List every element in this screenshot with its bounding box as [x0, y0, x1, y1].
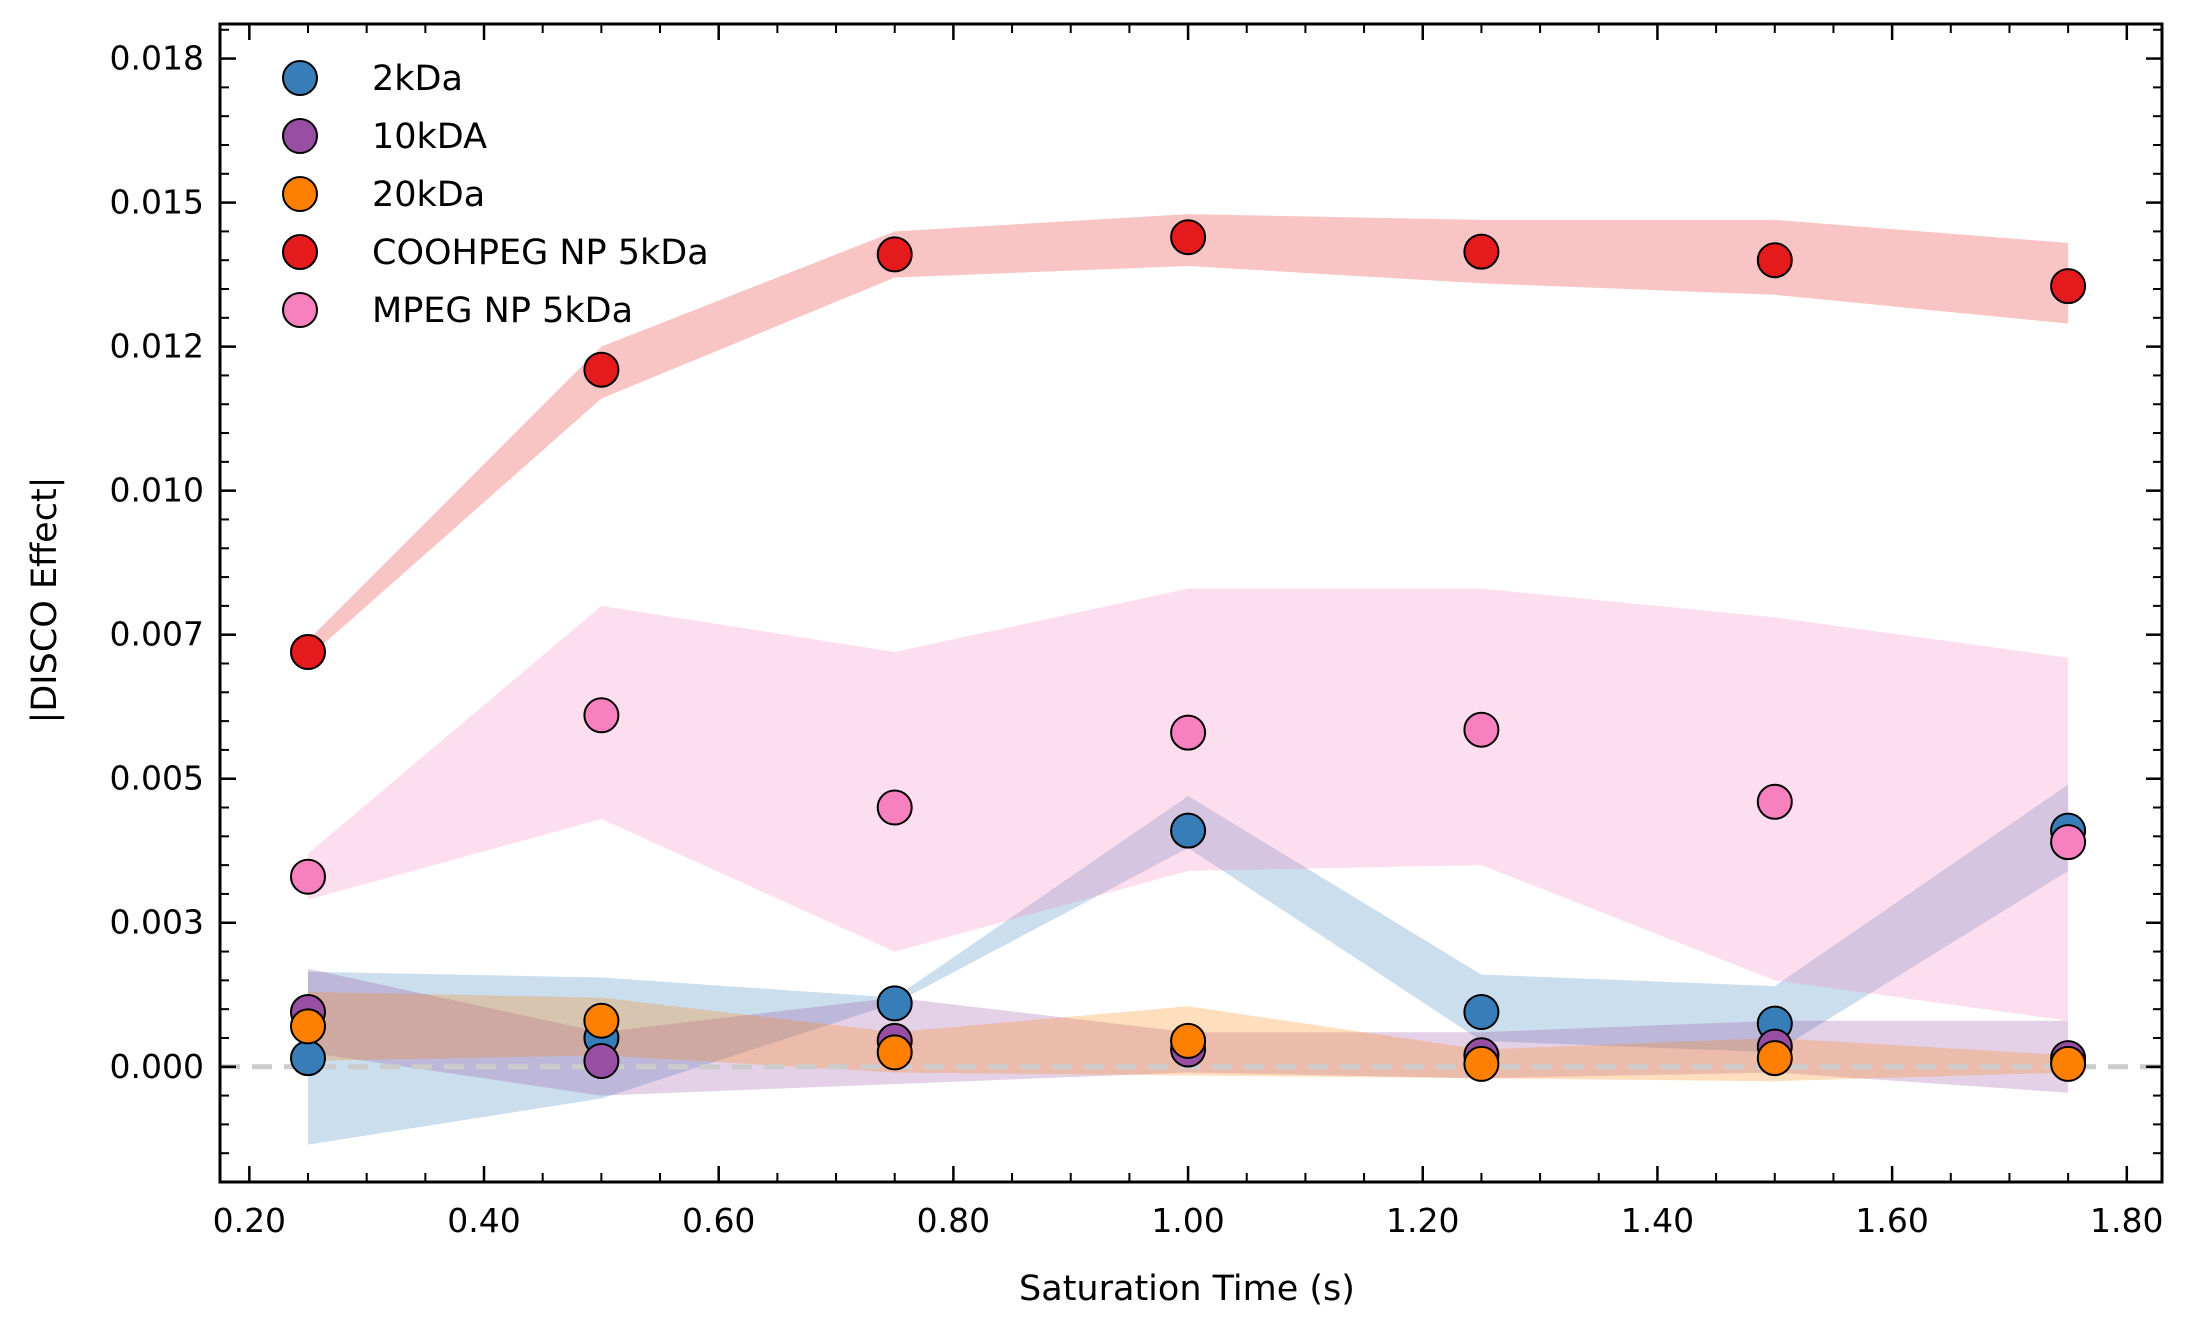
x-tick-label: 0.80	[917, 1201, 990, 1240]
y-axis-label: |DISCO Effect|	[25, 477, 65, 724]
y-tick-label: 0.018	[110, 39, 204, 78]
legend-marker-0	[282, 60, 318, 96]
x-tick-label: 1.80	[2090, 1201, 2163, 1240]
x-tick-label: 1.60	[1855, 1201, 1928, 1240]
x-tick-label: 1.20	[1386, 1201, 1459, 1240]
y-tick-label: 0.015	[110, 183, 204, 222]
point-series-3-2	[876, 236, 913, 273]
point-series-4-4	[1463, 711, 1500, 748]
legend-marker-2	[282, 176, 318, 212]
point-series-2-0	[290, 1008, 326, 1045]
point-series-3-4	[1463, 233, 1500, 270]
x-axis-label: Saturation Time (s)	[1019, 1269, 1355, 1309]
x-tick-label: 1.40	[1621, 1201, 1694, 1240]
confidence-bands	[308, 214, 2069, 1145]
point-series-2-2	[876, 1034, 913, 1071]
legend-label-0: 2kDa	[372, 59, 463, 99]
x-tick-label: 0.40	[447, 1201, 520, 1240]
point-series-3-3	[1170, 219, 1207, 256]
legend-label-4: MPEG NP 5kDa	[372, 291, 633, 331]
point-series-0-0	[290, 1040, 326, 1077]
point-series-3-1	[583, 351, 620, 388]
point-series-4-0	[290, 858, 326, 895]
point-series-0-2	[876, 985, 913, 1022]
point-series-2-6	[2050, 1045, 2087, 1082]
point-series-3-6	[2050, 268, 2087, 305]
x-tick-label: 0.20	[213, 1201, 286, 1240]
point-series-2-5	[1756, 1040, 1793, 1077]
point-series-4-2	[876, 789, 913, 826]
y-tick-label: 0.000	[110, 1047, 204, 1086]
point-series-3-0	[290, 634, 326, 670]
point-series-4-5	[1756, 783, 1793, 820]
point-series-2-4	[1463, 1045, 1500, 1082]
legend-marker-1	[282, 118, 318, 154]
y-tick-label: 0.007	[110, 615, 204, 654]
legend-marker-3	[282, 234, 318, 270]
point-series-3-5	[1756, 242, 1793, 279]
legend-label-2: 20kDa	[372, 175, 485, 215]
y-tick-label: 0.003	[110, 903, 204, 942]
point-series-4-6	[2050, 824, 2087, 861]
band-series-0	[308, 784, 2069, 1145]
x-tick-label: 0.60	[682, 1201, 755, 1240]
x-tick-label: 1.00	[1151, 1201, 1224, 1240]
legend: 2kDa 10kDA 20kDa COOHPEG NP 5kDa MPEG NP 5kD…	[282, 59, 709, 331]
point-series-4-3	[1170, 714, 1207, 751]
data-points	[290, 219, 2087, 1082]
point-series-2-1	[583, 1002, 620, 1039]
y-tick-label: 0.012	[110, 327, 204, 366]
band-series-3	[308, 214, 2069, 658]
legend-label-1: 10kDA	[372, 117, 487, 157]
legend-label-3: COOHPEG NP 5kDa	[372, 233, 709, 273]
point-series-0-4	[1463, 994, 1500, 1030]
point-series-2-3	[1170, 1022, 1207, 1059]
y-tick-label: 0.005	[110, 759, 204, 798]
axes: 0.20 0.40 0.60 0.80 1.00 1.20 1.40 1.60 1.80 0.00…	[110, 22, 2164, 1240]
plot-frame	[218, 22, 2164, 1184]
y-tick-label: 0.010	[110, 471, 204, 510]
legend-marker-4	[282, 292, 318, 328]
point-series-0-3	[1170, 812, 1207, 849]
point-series-1-1	[583, 1043, 620, 1079]
point-series-4-1	[583, 697, 620, 734]
band-series-4	[308, 588, 2069, 1021]
